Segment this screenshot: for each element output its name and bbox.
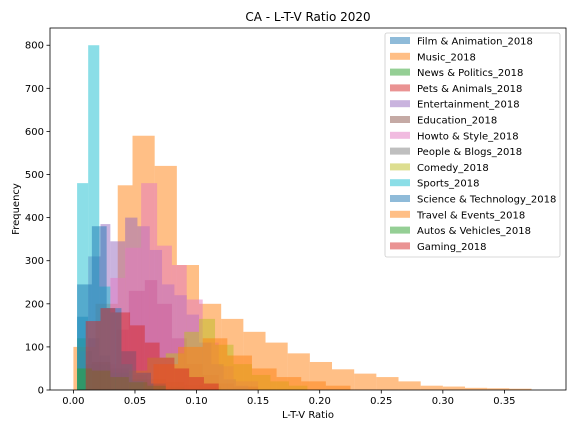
bar: [144, 342, 160, 390]
legend-swatch: [390, 210, 410, 218]
legend-frame: [384, 32, 561, 258]
legend-swatch: [390, 52, 410, 60]
bar: [88, 45, 100, 390]
legend-swatch: [390, 147, 410, 155]
bar: [251, 368, 277, 390]
y-tick-label: 400: [25, 213, 44, 224]
bar: [376, 377, 399, 390]
x-tick-label: 0.15: [247, 396, 269, 407]
bars-layer: [73, 45, 532, 390]
y-tick-label: 800: [25, 41, 44, 52]
legend-item: Comedy_2018: [390, 163, 489, 174]
legend-item: Pets & Animals_2018: [390, 84, 522, 95]
bar: [301, 381, 326, 390]
legend-swatch: [390, 68, 410, 76]
legend-item: People & Blogs_2018: [390, 147, 522, 158]
legend-item: Music_2018: [390, 52, 476, 63]
legend-item: Gaming_2018: [390, 242, 487, 253]
bar: [203, 383, 219, 390]
legend-item: Travel & Events_2018: [390, 210, 525, 221]
legend-label: Comedy_2018: [417, 163, 489, 174]
legend-label: Science & Technology_2018: [417, 195, 556, 206]
legend-label: Pets & Animals_2018: [417, 84, 522, 95]
bar: [465, 387, 488, 390]
x-axis-ticks: 0.00 0.05 0.10 0.15 0.20 0.25 0.30 0.35: [62, 390, 516, 407]
x-tick-label: 0.20: [309, 396, 331, 407]
plot-frame: [49, 27, 567, 391]
y-tick-label: 700: [25, 84, 44, 95]
bar: [325, 385, 351, 390]
legend-item: Entertainment_2018: [390, 100, 520, 111]
bar: [227, 355, 252, 390]
y-axis-label: Frequency: [11, 183, 22, 235]
y-tick-label: 500: [25, 170, 44, 181]
y-tick-label: 200: [25, 299, 44, 310]
x-tick-label: 0.10: [185, 396, 207, 407]
legend-label: Film & Animation_2018: [417, 37, 533, 48]
legend-label: Autos & Vehicles_2018: [417, 226, 531, 237]
bar: [130, 325, 145, 390]
y-tick-label: 100: [25, 342, 44, 353]
bar: [115, 312, 131, 390]
legend-item: Education_2018: [390, 116, 497, 127]
bar: [487, 388, 510, 390]
x-tick-label: 0.05: [124, 396, 146, 407]
legend-item: Film & Animation_2018: [390, 37, 533, 48]
legend-label: Gaming_2018: [417, 242, 487, 253]
plot-area: [49, 27, 567, 391]
legend-label: People & Blogs_2018: [417, 147, 522, 158]
legend-swatch: [390, 131, 410, 139]
x-tick-label: 0.00: [62, 396, 84, 407]
bar: [189, 377, 204, 390]
legend-label: Travel & Events_2018: [416, 210, 525, 221]
legend-swatch: [390, 242, 410, 250]
legend-swatch: [390, 84, 410, 92]
x-tick-label: 0.25: [370, 396, 392, 407]
y-tick-label: 600: [25, 127, 44, 138]
legend-item: News & Politics_2018: [390, 68, 523, 79]
x-tick-label: 0.30: [432, 396, 454, 407]
legend-label: Sports_2018: [417, 179, 480, 190]
legend-label: Entertainment_2018: [417, 100, 520, 111]
bar: [100, 308, 116, 390]
y-axis-ticks: 0 100 200 300 400 500 600 700 800: [25, 41, 50, 397]
legend: Film & Animation_2018 Music_2018 News & Po…: [384, 32, 561, 258]
bar: [141, 183, 158, 390]
bar: [354, 373, 377, 390]
legend-swatch: [390, 195, 410, 202]
legend-swatch: [390, 100, 410, 108]
bar: [442, 386, 466, 390]
legend-item: Autos & Vehicles_2018: [390, 226, 531, 237]
bar: [276, 377, 302, 390]
legend-item: Sports_2018: [390, 179, 480, 190]
x-axis-label: L-T-V Ratio: [282, 410, 334, 421]
legend-swatch: [390, 179, 410, 187]
bar: [398, 381, 421, 390]
legend-label: Education_2018: [417, 116, 497, 127]
legend-swatch: [390, 116, 410, 123]
bar: [420, 385, 443, 390]
legend-label: Howto & Style_2018: [417, 131, 519, 142]
x-tick-label: 0.35: [493, 396, 515, 407]
bar: [332, 369, 355, 390]
legend-swatch: [390, 163, 410, 171]
legend-label: News & Politics_2018: [417, 68, 523, 79]
series-13: [85, 308, 219, 390]
chart-title: CA - L-T-V Ratio 2020: [245, 10, 370, 24]
bar: [202, 338, 228, 390]
legend-item: Howto & Style_2018: [390, 131, 519, 142]
legend-swatch: [390, 226, 410, 234]
y-tick-label: 300: [25, 256, 44, 267]
bar: [509, 388, 532, 390]
bar: [159, 357, 175, 390]
bar: [174, 368, 190, 390]
legend-label: Music_2018: [417, 52, 476, 63]
bar: [85, 321, 101, 390]
legend-item: Science & Technology_2018: [390, 195, 556, 206]
legend-swatch: [390, 37, 410, 44]
y-tick-label: 0: [38, 386, 44, 397]
